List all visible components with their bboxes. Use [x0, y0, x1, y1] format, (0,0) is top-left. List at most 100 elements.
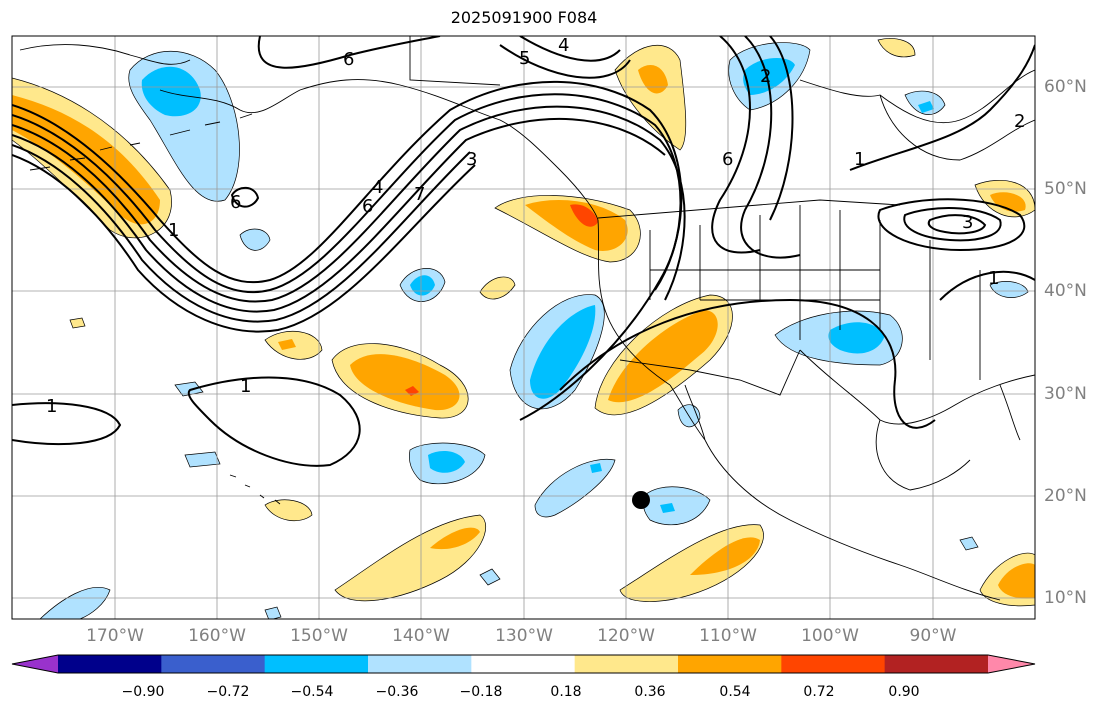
canada-us-border — [597, 199, 901, 219]
negative-anomaly-pacific-3 — [534, 458, 616, 518]
us-mexico-border — [619, 349, 801, 396]
yukon-border — [409, 36, 501, 86]
lon-label: 130°W — [495, 626, 553, 646]
contour-label: 1 — [854, 149, 865, 170]
colorbar-segment — [471, 655, 576, 673]
negative-anomaly-greatlakes-2 — [989, 281, 1029, 298]
contour-label: 2 — [1014, 111, 1025, 132]
colorbar-tick-label: −0.36 — [375, 684, 419, 700]
hawaii — [229, 474, 281, 505]
negative-anomaly-bering-core — [141, 66, 201, 117]
north-contour-6 — [257, 36, 441, 69]
contour-1-west — [12, 402, 122, 446]
negative-anomaly-mexico — [642, 486, 711, 526]
greatlakes-low-1 — [877, 198, 1026, 252]
east-contour-2 — [939, 270, 1035, 301]
colorbar-segment — [678, 655, 782, 673]
canada-trough-3 — [769, 36, 794, 221]
negative-anomaly-pacific-1-core — [410, 275, 435, 296]
lon-label: 140°W — [392, 626, 450, 646]
positive-anomaly-tropical-1-core — [430, 527, 480, 550]
positive-anomaly-alaska-north — [614, 45, 687, 151]
lon-label: 160°W — [188, 626, 246, 646]
lon-label: 150°W — [290, 626, 348, 646]
negative-anomaly-small-6 — [264, 606, 282, 619]
small-closed-6 — [230, 186, 260, 208]
contour-label: 2 — [760, 66, 771, 87]
positive-anomaly-alaska-north-core — [638, 65, 668, 94]
positive-anomaly-small-3 — [264, 499, 313, 522]
lon-label: 100°W — [801, 626, 859, 646]
positive-anomaly-tropical-2-core — [690, 537, 760, 575]
positive-anomaly-central-peak — [405, 386, 419, 396]
lat-label: 10°N — [1044, 588, 1087, 608]
negative-anomaly-california-core — [530, 305, 596, 399]
anomaly-fills — [12, 38, 1035, 619]
colorbar-segment — [161, 655, 266, 673]
us-west-coast — [597, 219, 671, 386]
jet-contour-3 — [12, 105, 686, 303]
jet-contour-6 — [12, 154, 476, 333]
gulf-coast — [799, 349, 1035, 425]
contour-label: 6 — [343, 49, 354, 70]
colorbar-tick-label: −0.90 — [121, 684, 165, 700]
negative-anomaly-mexico-core — [660, 503, 675, 513]
colorbar-tick-label: 0.54 — [719, 684, 751, 700]
canada-trough-1 — [711, 36, 761, 254]
positive-anomaly-tiny — [69, 317, 86, 329]
colorbar-segment — [58, 655, 162, 673]
negative-anomaly-texas-core — [828, 322, 885, 354]
lat-label: 60°N — [1044, 77, 1087, 97]
colorbar-segment — [781, 655, 886, 673]
siberia-coast — [19, 44, 191, 65]
colorbar-tick-label: −0.18 — [459, 684, 503, 700]
negative-anomaly-small-5-core — [918, 101, 934, 113]
chart-title: 2025091900 F084 — [450, 8, 598, 27]
east-contour-1 — [849, 44, 1035, 171]
colorbar-tick-label: 0.36 — [634, 684, 666, 700]
colorbar-segment — [264, 655, 369, 673]
alaska-coast — [159, 79, 599, 221]
contour-label: 4 — [372, 177, 383, 198]
contour-label: 6 — [230, 192, 241, 213]
lat-label: 30°N — [1044, 384, 1087, 404]
negative-anomaly-small-2 — [174, 381, 204, 397]
colorbar — [11, 654, 1036, 674]
canada-trough-2 — [740, 36, 801, 259]
positive-anomaly-pacnw-peak — [570, 204, 598, 227]
yucatan — [875, 419, 971, 491]
positive-anomaly-hudson — [877, 38, 916, 58]
colorbar-tick-label: 0.72 — [803, 684, 835, 700]
graticule — [12, 36, 1035, 619]
negative-anomaly-pacific-2-core — [428, 450, 465, 473]
negative-anomaly-central-am — [959, 536, 979, 551]
colorbar-tick-label: 0.90 — [888, 684, 920, 700]
lon-label: 120°W — [597, 626, 655, 646]
negative-anomaly-canada-core — [743, 58, 795, 95]
lon-label: 90°W — [909, 626, 957, 646]
contour-1-central — [187, 376, 361, 467]
contour-label: 7 — [414, 184, 425, 205]
contour-label: 6 — [722, 149, 733, 170]
lon-label: 110°W — [699, 626, 757, 646]
contour-label: 6 — [362, 196, 373, 217]
negative-anomaly-small-1 — [239, 228, 271, 251]
colorbar-tick-label: −0.72 — [206, 684, 250, 700]
jet-contour-4 — [12, 118, 666, 313]
negative-anomaly-small-4 — [479, 568, 501, 586]
jet-contour-5 — [12, 144, 471, 323]
north-ridge-1 — [519, 36, 621, 62]
positive-anomaly-small-1-core — [278, 339, 296, 350]
contour-label: 1 — [46, 396, 57, 417]
jet-contour-2 — [12, 93, 682, 294]
greatlakes-low-3 — [927, 214, 987, 235]
contour-label: 1 — [240, 376, 251, 397]
lat-label: 20°N — [1044, 486, 1087, 506]
positive-anomaly-pacnw-core — [525, 200, 628, 251]
greatlakes-low-2 — [903, 207, 1002, 242]
negative-anomaly-small-3 — [184, 451, 221, 468]
colorbar-segment — [368, 655, 472, 673]
negative-anomaly-southwest-corner — [39, 587, 111, 619]
north-ridge-2 — [499, 44, 631, 79]
colorbar-outline — [11, 654, 1036, 674]
